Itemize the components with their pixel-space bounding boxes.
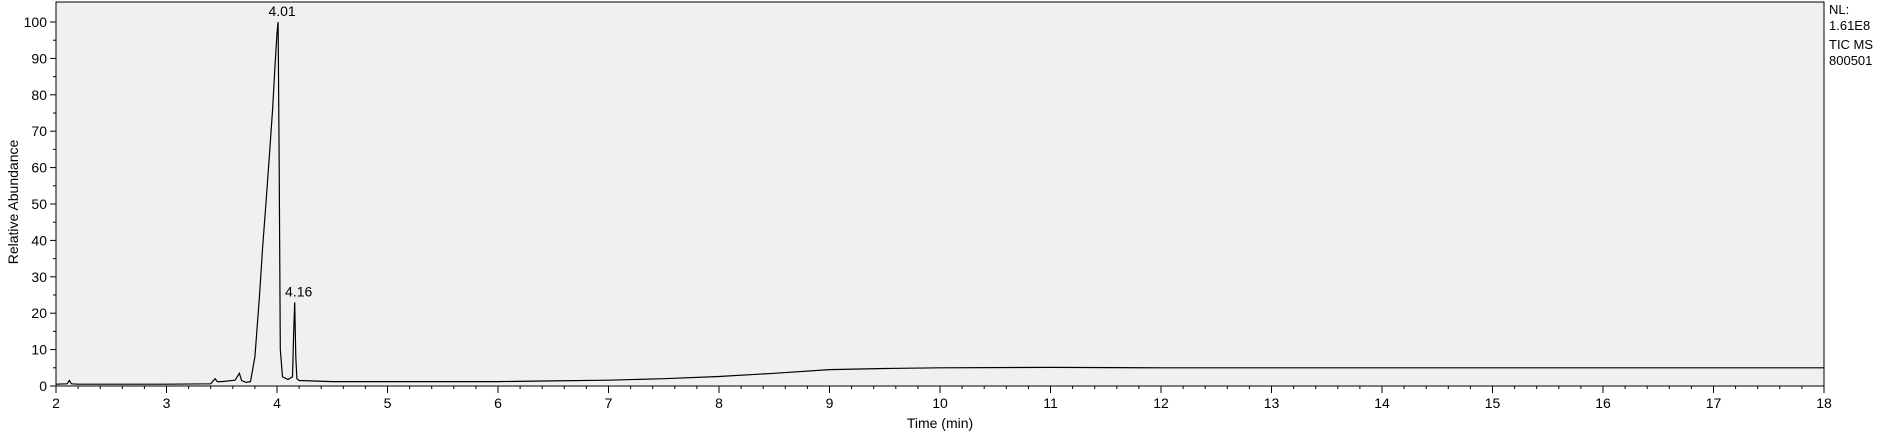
x-tick-label: 3: [163, 395, 171, 411]
x-tick-label: 13: [1264, 395, 1280, 411]
y-tick-label: 40: [31, 232, 47, 248]
y-tick-label: 20: [31, 305, 47, 321]
x-axis: 2 3 4 5 6 7 8 9 10 11 12 13 14 15 16 17 18: [52, 386, 1832, 411]
y-tick-label: 0: [39, 378, 47, 394]
x-tick-label: 8: [715, 395, 723, 411]
x-tick-label: 11: [1043, 395, 1058, 411]
x-tick-label: 9: [826, 395, 834, 411]
x-tick-label: 7: [605, 395, 613, 411]
x-tick-label: 4: [273, 395, 281, 411]
tic-trace: [55, 21, 1824, 385]
y-tick-label: 60: [31, 160, 47, 176]
normalization-level-label: NL:: [1829, 2, 1850, 17]
x-axis-title: Time (min): [907, 415, 973, 431]
x-tick-label: 15: [1485, 395, 1501, 411]
x-tick-label: 6: [494, 395, 502, 411]
y-tick-label: 30: [31, 269, 47, 285]
x-tick-label: 2: [52, 395, 60, 411]
scan-filter-label: TIC MS: [1829, 37, 1874, 52]
normalization-level-value: 1.61E8: [1829, 18, 1871, 33]
y-tick-label: 70: [31, 123, 47, 139]
y-tick-label: 10: [31, 342, 47, 358]
x-tick-label: 18: [1816, 395, 1832, 411]
peak-label: 4.01: [268, 3, 295, 19]
x-tick-label: 17: [1706, 395, 1722, 411]
y-tick-label: 100: [24, 14, 48, 30]
y-tick-label: 90: [31, 50, 47, 66]
file-name-label: 800501: [1829, 53, 1873, 68]
x-tick-label: 16: [1595, 395, 1611, 411]
y-tick-label: 50: [31, 196, 47, 212]
y-tick-label: 80: [31, 87, 47, 103]
x-tick-label: 10: [932, 395, 948, 411]
peak-labels: 4.01 4.16: [268, 3, 312, 299]
plot-area: [55, 1, 1825, 387]
x-tick-label: 12: [1153, 395, 1169, 411]
peak-label: 4.16: [285, 283, 312, 299]
y-axis-title: Relative Abundance: [5, 140, 21, 265]
x-tick-label: 5: [384, 395, 392, 411]
x-tick-label: 14: [1374, 395, 1390, 411]
y-axis: 0 10 20 30 40 50 60 70 80 90 100: [24, 14, 56, 394]
